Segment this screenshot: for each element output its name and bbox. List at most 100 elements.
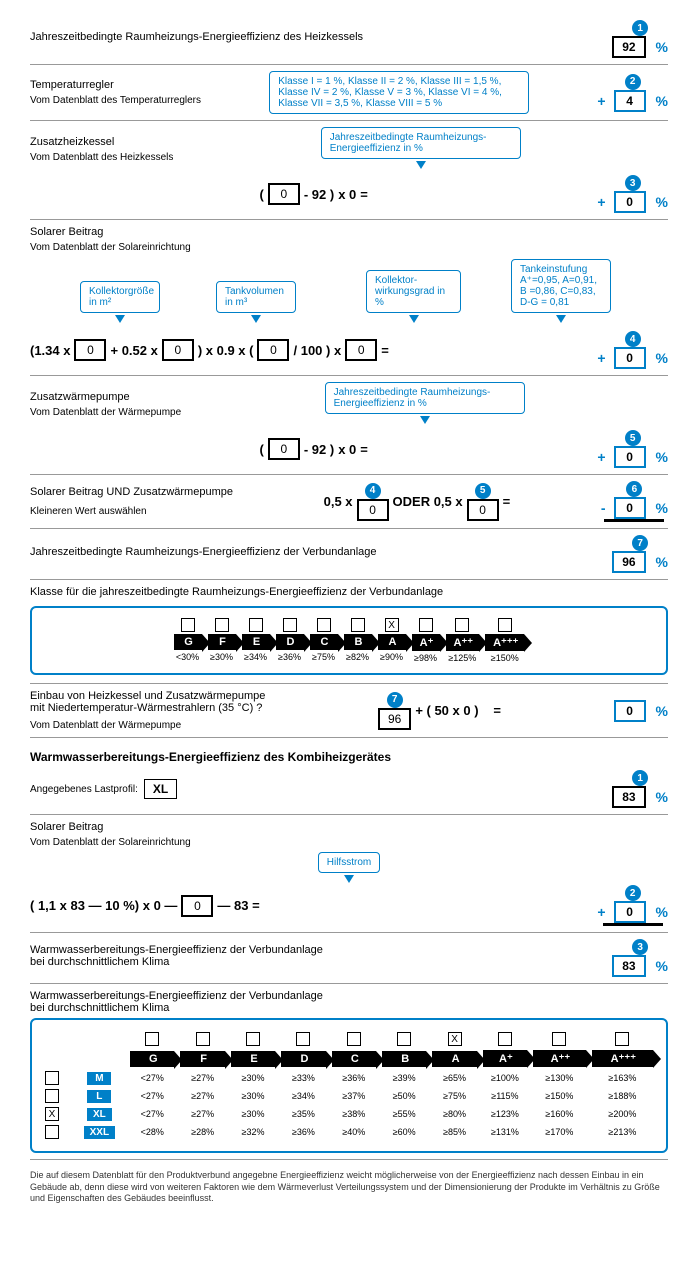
ww-class-checkbox[interactable]: [296, 1032, 310, 1046]
ww-class-badge: A⁺⁺: [533, 1050, 586, 1067]
step-number: 2: [625, 74, 641, 90]
step-number: 4: [625, 331, 641, 347]
percent-sign: %: [656, 39, 668, 55]
ww-class-checkbox[interactable]: [347, 1032, 361, 1046]
ww-size-badge: M: [87, 1072, 111, 1085]
input-box[interactable]: 0: [268, 183, 300, 205]
value-box: 0: [614, 700, 646, 722]
class-checkbox[interactable]: [317, 618, 331, 632]
label: Solarer Beitrag UND Zusatzwärmepumpe: [30, 486, 233, 498]
section-ww-combined: Warmwasserbereitungs-Energieeffizienz de…: [30, 939, 668, 977]
info-eff: Kollektor- wirkungsgrad in %: [366, 270, 461, 313]
ww-size-checkbox[interactable]: [45, 1089, 59, 1103]
class-checkbox[interactable]: [249, 618, 263, 632]
info-box: Klasse I = 1 %, Klasse II = 2 %, Klasse …: [269, 71, 529, 114]
ww-size-badge: XXL: [84, 1126, 115, 1139]
value-box: 0: [614, 446, 646, 468]
ww-size-checkbox[interactable]: X: [45, 1107, 59, 1121]
ww-size-checkbox[interactable]: [45, 1125, 59, 1139]
input-box[interactable]: 0: [268, 438, 300, 460]
class-badge: A: [378, 634, 406, 650]
value-box: 4: [614, 90, 646, 112]
class-checkbox[interactable]: [419, 618, 433, 632]
step-number: 3: [625, 175, 641, 191]
sub-label: Vom Datenblatt der Solareinrichtung: [30, 242, 668, 253]
class-checkbox[interactable]: [455, 618, 469, 632]
footer-text: Die auf diesem Datenblatt für den Produk…: [30, 1170, 668, 1205]
sub-label: Vom Datenblatt des Temperaturreglers: [30, 95, 201, 106]
class-checkbox[interactable]: [181, 618, 195, 632]
class-checkbox[interactable]: [215, 618, 229, 632]
sub-label: Kleineren Wert auswählen: [30, 506, 233, 517]
ww-class-badge: D: [281, 1051, 325, 1067]
ww-class-checkbox[interactable]: [397, 1032, 411, 1046]
section-boiler-efficiency: Jahreszeitbedingte Raumheizungs-Energiee…: [30, 20, 668, 58]
section-combined-efficiency: Jahreszeitbedingte Raumheizungs-Energiee…: [30, 535, 668, 573]
class-badge: F: [208, 634, 236, 650]
label: Zusatzheizkessel: [30, 136, 173, 148]
section-temperature-controller: Temperaturregler Vom Datenblatt des Temp…: [30, 71, 668, 114]
class-selector: G<30%F≥30%E≥34%D≥36%C≥75%B≥82%XA≥90%A⁺≥9…: [30, 606, 668, 675]
ww-class-badge: A⁺⁺⁺: [592, 1050, 653, 1067]
ww-class-badge: F: [180, 1051, 224, 1067]
input-tank[interactable]: 0: [162, 339, 194, 361]
info-collector: Kollektorgröße in m²: [80, 281, 160, 313]
class-checkbox[interactable]: [283, 618, 297, 632]
step-number: 1: [632, 20, 648, 36]
ww-class-checkbox[interactable]: [552, 1032, 566, 1046]
ww-class-checkbox[interactable]: [498, 1032, 512, 1046]
arrow-down-icon: [416, 161, 426, 169]
info-tank: Tankvolumen in m³: [216, 281, 296, 313]
label: Einbau von Heizkessel und Zusatzwärmepum…: [30, 690, 265, 714]
value-box: 96: [612, 551, 645, 573]
section-additional-boiler: Zusatzheizkessel Vom Datenblatt des Heiz…: [30, 127, 668, 213]
input-rating[interactable]: 0: [345, 339, 377, 361]
section-ww-solar: Solarer Beitrag Vom Datenblatt der Solar…: [30, 821, 668, 926]
value-box: 0: [614, 191, 646, 213]
ww-class-checkbox[interactable]: [145, 1032, 159, 1046]
step-number: 7: [632, 535, 648, 551]
class-checkbox[interactable]: [351, 618, 365, 632]
profile-box: XL: [144, 779, 177, 799]
ww-class-checkbox[interactable]: [246, 1032, 260, 1046]
sub-label: Vom Datenblatt der Wärmepumpe: [30, 720, 265, 731]
section-solar: Solarer Beitrag Vom Datenblatt der Solar…: [30, 226, 668, 369]
input-collector[interactable]: 0: [74, 339, 106, 361]
ww-class-badge: B: [382, 1051, 426, 1067]
value-box: 92: [612, 36, 645, 58]
class-badge: D: [276, 634, 304, 650]
step-number: 5: [625, 430, 641, 446]
ww-class-badge: C: [332, 1051, 376, 1067]
sub-label: Vom Datenblatt des Heizkessels: [30, 152, 173, 163]
input-eff[interactable]: 0: [257, 339, 289, 361]
class-badge: G: [174, 634, 202, 650]
ww-class-badge: G: [130, 1051, 174, 1067]
class-badge: B: [344, 634, 372, 650]
section-solar-and-heatpump: Solarer Beitrag UND Zusatzwärmepumpe Kle…: [30, 481, 668, 522]
section-heatpump: Zusatzwärmepumpe Vom Datenblatt der Wärm…: [30, 382, 668, 468]
ww-class-checkbox[interactable]: [615, 1032, 629, 1046]
ww-class-checkbox[interactable]: X: [448, 1032, 462, 1046]
ww-size-badge: L: [87, 1090, 111, 1103]
class-checkbox[interactable]: [498, 618, 512, 632]
label: Jahreszeitbedingte Raumheizungs-Energiee…: [30, 31, 363, 43]
ww-size-badge: XL: [87, 1108, 112, 1121]
ww-class-badge: A⁺: [483, 1050, 527, 1067]
class-badge: A⁺: [412, 634, 440, 651]
ww-table-title: Warmwasserbereitungs-Energieeffizienz de…: [30, 990, 668, 1014]
class-badge: E: [242, 634, 270, 650]
value-box: 0: [614, 347, 646, 369]
class-checkbox[interactable]: X: [385, 618, 399, 632]
value-box: 0: [614, 497, 646, 519]
ww-size-checkbox[interactable]: [45, 1071, 59, 1085]
label: Jahreszeitbedingte Raumheizungs-Energiee…: [30, 546, 377, 558]
label: Temperaturregler: [30, 79, 201, 91]
class-badge: A⁺⁺: [446, 634, 480, 651]
ww-class-checkbox[interactable]: [196, 1032, 210, 1046]
class-badge: C: [310, 634, 338, 650]
ww-class-badge: E: [231, 1051, 275, 1067]
info-rating: Tankeinstufung A⁺=0,95, A=0,91, B =0,86,…: [511, 259, 611, 313]
info-box: Jahreszeitbedingte Raumheizungs-Energiee…: [321, 127, 521, 159]
label: Zusatzwärmepumpe: [30, 391, 181, 403]
sub-label: Vom Datenblatt der Wärmepumpe: [30, 407, 181, 418]
